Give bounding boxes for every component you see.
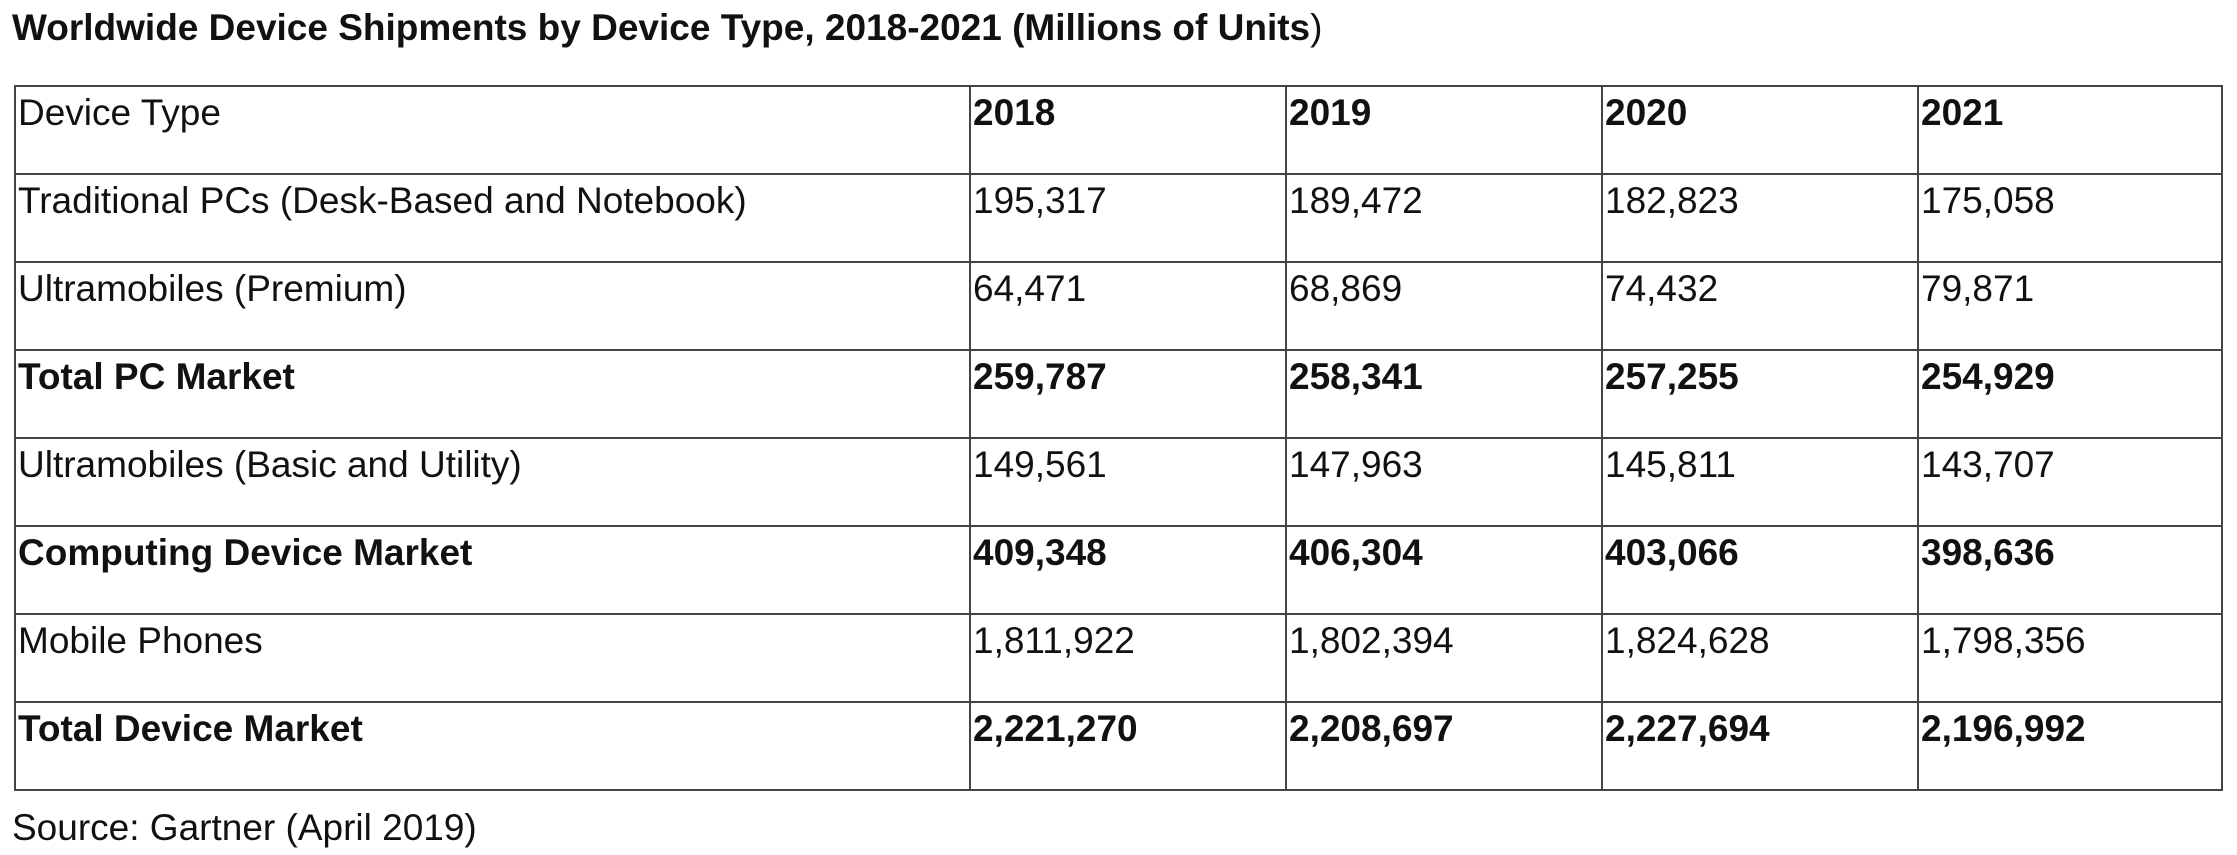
row-label: Mobile Phones [14, 613, 971, 703]
source-note: Source: Gartner (April 2019) [12, 807, 477, 848]
row-label: Computing Device Market [14, 525, 971, 615]
cell-2019: 189,472 [1285, 173, 1603, 263]
row-label: Ultramobiles (Premium) [14, 261, 971, 351]
cell-2019: 258,341 [1285, 349, 1603, 439]
table-row-total: Computing Device Market 409,348 406,304 … [14, 525, 2223, 615]
cell-2018: 149,561 [969, 437, 1287, 527]
cell-2018: 259,787 [969, 349, 1287, 439]
row-label: Total Device Market [14, 701, 971, 791]
header-year-2021: 2021 [1917, 85, 2223, 175]
row-label: Total PC Market [14, 349, 971, 439]
cell-2019: 406,304 [1285, 525, 1603, 615]
table-title: Worldwide Device Shipments by Device Typ… [12, 2, 1322, 54]
cell-2018: 1,811,922 [969, 613, 1287, 703]
cell-2020: 145,811 [1601, 437, 1919, 527]
cell-2021: 143,707 [1917, 437, 2223, 527]
table-row: Traditional PCs (Desk-Based and Notebook… [14, 173, 2223, 263]
cell-2021: 254,929 [1917, 349, 2223, 439]
cell-2021: 398,636 [1917, 525, 2223, 615]
cell-2020: 403,066 [1601, 525, 1919, 615]
cell-2021: 79,871 [1917, 261, 2223, 351]
cell-2021: 2,196,992 [1917, 701, 2223, 791]
cell-2018: 409,348 [969, 525, 1287, 615]
row-label: Traditional PCs (Desk-Based and Notebook… [14, 173, 971, 263]
cell-2020: 2,227,694 [1601, 701, 1919, 791]
cell-2018: 64,471 [969, 261, 1287, 351]
table-row: Mobile Phones 1,811,922 1,802,394 1,824,… [14, 613, 2223, 703]
cell-2019: 2,208,697 [1285, 701, 1603, 791]
table-row: Ultramobiles (Basic and Utility) 149,561… [14, 437, 2223, 527]
table-title-text: Worldwide Device Shipments by Device Typ… [12, 7, 1311, 48]
cell-2020: 257,255 [1601, 349, 1919, 439]
row-label: Ultramobiles (Basic and Utility) [14, 437, 971, 527]
cell-2021: 1,798,356 [1917, 613, 2223, 703]
cell-2020: 74,432 [1601, 261, 1919, 351]
cell-2019: 147,963 [1285, 437, 1603, 527]
cell-2020: 1,824,628 [1601, 613, 1919, 703]
cell-2018: 2,221,270 [969, 701, 1287, 791]
cell-2019: 1,802,394 [1285, 613, 1603, 703]
header-year-2019: 2019 [1285, 85, 1603, 175]
cell-2020: 182,823 [1601, 173, 1919, 263]
header-year-2018: 2018 [969, 85, 1287, 175]
cell-2019: 68,869 [1285, 261, 1603, 351]
header-year-2020: 2020 [1601, 85, 1919, 175]
table-title-close-paren: ) [1310, 7, 1323, 48]
table-header-row: Device Type 2018 2019 2020 2021 [14, 85, 2223, 175]
cell-2021: 175,058 [1917, 173, 2223, 263]
table-row-total: Total PC Market 259,787 258,341 257,255 … [14, 349, 2223, 439]
device-shipments-table: Device Type 2018 2019 2020 2021 Traditio… [14, 85, 2223, 791]
header-device-type: Device Type [14, 85, 971, 175]
table-row-total: Total Device Market 2,221,270 2,208,697 … [14, 701, 2223, 791]
cell-2018: 195,317 [969, 173, 1287, 263]
table-row: Ultramobiles (Premium) 64,471 68,869 74,… [14, 261, 2223, 351]
